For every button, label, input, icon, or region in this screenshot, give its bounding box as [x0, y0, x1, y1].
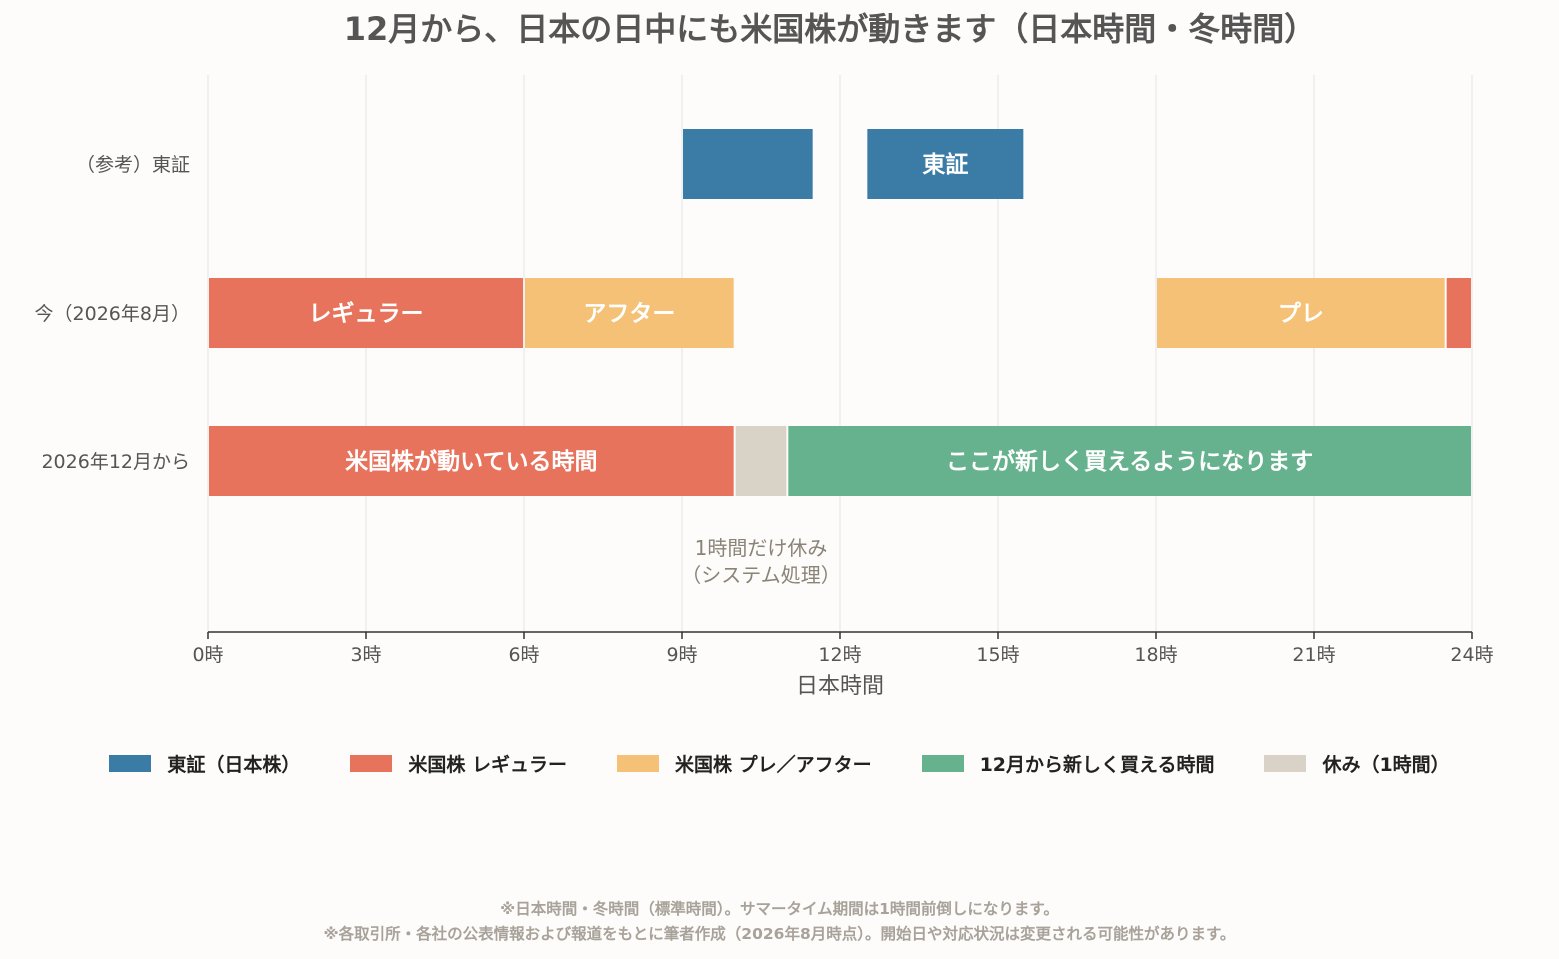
row-label-0: （参考）東証 [76, 154, 190, 176]
legend-label-break: 休み（1時間） [1322, 754, 1450, 776]
tick-label-5: 15時 [976, 644, 1019, 666]
bar-label-row1-1: アフター [583, 301, 675, 327]
x-axis-label: 日本時間 [796, 674, 884, 699]
bar-row2-0 [209, 426, 734, 496]
legend-label-new: 12月から新しく買える時間 [979, 754, 1215, 776]
footnotes: ※日本時間・冬時間（標準時間）。サマータイム期間は1時間前倒しになります。 ※各… [0, 897, 1559, 947]
legend-item-preafter: 米国株 プレ／アフター [616, 750, 872, 777]
bar-row0-0 [683, 129, 813, 199]
bar-label-row1-2: プレ [1278, 301, 1324, 327]
bar-row1-3 [1446, 278, 1471, 348]
bar-row2-2 [788, 426, 1471, 496]
bar-label-row2-0: 米国株が動いている時間 [345, 448, 597, 475]
tick-label-6: 18時 [1134, 644, 1177, 666]
bar-row2-1 [735, 426, 787, 496]
bar-row1-1 [525, 278, 734, 348]
legend-label-tse: 東証（日本株） [167, 754, 301, 776]
legend-item-new: 12月から新しく買える時間 [921, 750, 1215, 777]
tick-label-7: 21時 [1292, 644, 1335, 666]
bar-row0-1 [867, 129, 1024, 199]
tick-label-2: 6時 [508, 644, 539, 666]
legend: 東証（日本株） 米国株 レギュラー 米国株 プレ／アフター 12月から新しく買える時間… [0, 750, 1559, 777]
annotation-line-2: （システム処理） [681, 563, 840, 587]
legend-label-preafter: 米国株 プレ／アフター [674, 754, 872, 776]
legend-item-regular: 米国株 レギュラー [350, 750, 567, 777]
annotation-line-1: 1時間だけ休み [695, 536, 828, 560]
footnote-2: ※各取引所・各社の公表情報および報道をもとに筆者作成（2026年8月時点）。開始… [323, 925, 1236, 943]
tick-label-1: 3時 [350, 644, 381, 666]
row-label-1: 今（2026年8月） [35, 303, 190, 325]
legend-label-regular: 米国株 レギュラー [408, 754, 567, 776]
legend-item-tse: 東証（日本株） [109, 750, 300, 777]
legend-swatch-preafter [616, 755, 659, 772]
row-label-2: 2026年12月から [41, 451, 190, 473]
tick-label-4: 12時 [818, 644, 861, 666]
tick-label-3: 9時 [666, 644, 697, 666]
legend-item-break: 休み（1時間） [1264, 750, 1450, 777]
tick-label-8: 24時 [1450, 644, 1493, 666]
chart-title: 12月から、日本の日中にも米国株が動きます（日本時間・冬時間） [344, 10, 1317, 48]
legend-swatch-new [921, 755, 964, 772]
bar-row1-0 [209, 278, 523, 348]
bar-label-row0-1: 東証 [922, 151, 968, 178]
bar-label-row1-0: レギュラー [309, 301, 424, 327]
bar-label-row2-2: ここが新しく買えるようになります [946, 448, 1313, 475]
footnote-1: ※日本時間・冬時間（標準時間）。サマータイム期間は1時間前倒しになります。 [500, 900, 1059, 918]
legend-swatch-regular [350, 755, 393, 772]
legend-swatch-break [1264, 755, 1307, 772]
bar-row1-2 [1157, 278, 1445, 348]
tick-label-0: 0時 [192, 644, 223, 666]
legend-swatch-tse [109, 755, 152, 772]
